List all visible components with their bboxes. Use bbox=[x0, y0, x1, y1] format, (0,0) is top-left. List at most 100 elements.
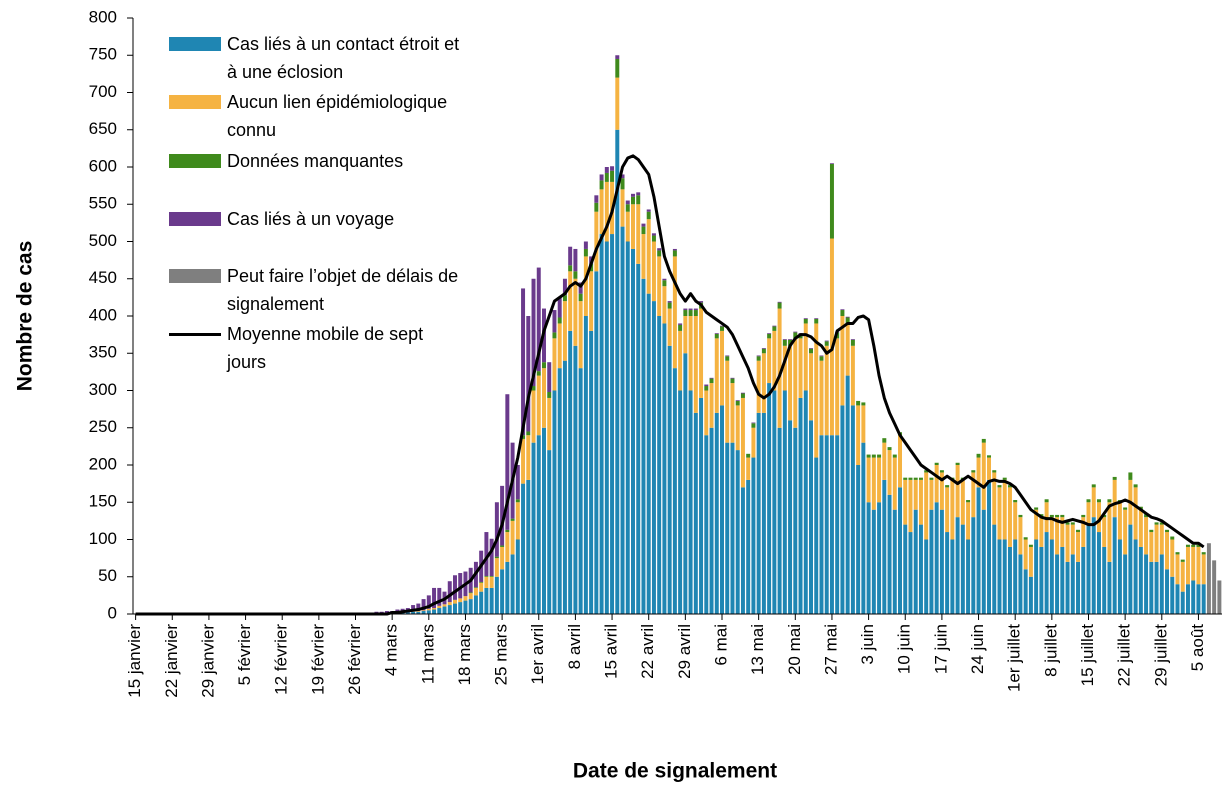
bar-segment bbox=[803, 318, 808, 324]
bar-segment bbox=[1070, 522, 1075, 525]
bar-segment bbox=[751, 422, 756, 424]
bar-segment bbox=[1102, 517, 1107, 547]
bar-segment bbox=[646, 219, 651, 294]
bar-segment bbox=[709, 378, 714, 384]
bar-segment bbox=[1076, 529, 1081, 533]
bar-segment bbox=[809, 420, 813, 614]
bar-segment bbox=[494, 502, 499, 557]
bar-segment bbox=[861, 402, 866, 406]
bar-segment bbox=[657, 250, 662, 257]
x-tick-label: 13 mai bbox=[748, 624, 767, 675]
bar-segment bbox=[615, 55, 620, 59]
bar-segment bbox=[547, 450, 552, 614]
bar-segment bbox=[850, 339, 855, 346]
bar-segment bbox=[950, 479, 955, 540]
y-tick-label: 100 bbox=[89, 529, 117, 548]
bar-segment bbox=[866, 502, 871, 614]
bar-segment bbox=[489, 587, 494, 614]
bar-segment bbox=[892, 454, 897, 458]
bar-segment bbox=[772, 325, 777, 327]
bar-segment bbox=[845, 317, 850, 324]
legend-swatch bbox=[169, 212, 221, 226]
bar-segment bbox=[631, 248, 635, 614]
bar-segment bbox=[1149, 529, 1154, 533]
bar-segment bbox=[840, 310, 845, 316]
bar-segment bbox=[583, 316, 588, 614]
bar-segment bbox=[651, 241, 656, 302]
bar-segment bbox=[688, 308, 693, 311]
bar-segment bbox=[882, 442, 887, 480]
bar-segment bbox=[489, 576, 494, 577]
bar-segment bbox=[505, 529, 510, 533]
bar-segment bbox=[536, 375, 541, 436]
bar-segment bbox=[709, 377, 714, 379]
bar-segment bbox=[688, 390, 693, 614]
bar-segment bbox=[1091, 517, 1096, 614]
bar-segment bbox=[829, 164, 834, 239]
bar-segment bbox=[458, 602, 463, 614]
bar-segment bbox=[1044, 532, 1049, 614]
bar-segment bbox=[468, 599, 473, 614]
bar-segment bbox=[552, 332, 557, 339]
x-tick-label: 29 janvier bbox=[198, 624, 217, 698]
bar-segment bbox=[861, 405, 866, 443]
bar-segment bbox=[599, 174, 604, 181]
bar-segment bbox=[615, 58, 620, 78]
bar-segment bbox=[767, 333, 772, 334]
bar-segment bbox=[542, 368, 546, 428]
bar-segment bbox=[819, 356, 824, 361]
bar-segment bbox=[515, 539, 520, 614]
bar-segment bbox=[866, 457, 871, 503]
bar-segment bbox=[641, 234, 646, 279]
bar-segment bbox=[662, 278, 667, 281]
bar-segment bbox=[1034, 539, 1039, 614]
bar-segment bbox=[767, 333, 772, 339]
bar-segment bbox=[620, 226, 625, 614]
bar-segment bbox=[1055, 554, 1060, 614]
bar-segment bbox=[458, 598, 463, 603]
bar-segment bbox=[824, 340, 829, 342]
bar-segment bbox=[1144, 517, 1149, 555]
bar-segment bbox=[1055, 514, 1060, 518]
bar-segment bbox=[657, 256, 662, 316]
bar-segment bbox=[500, 569, 505, 614]
bar-segment bbox=[1201, 584, 1206, 614]
bar-segment bbox=[1039, 546, 1044, 614]
bar-segment bbox=[887, 494, 892, 614]
bar-segment bbox=[840, 405, 845, 614]
bar-segment bbox=[583, 241, 588, 249]
bar-segment bbox=[898, 435, 903, 488]
bar-segment bbox=[966, 539, 971, 614]
bar-segment bbox=[793, 427, 798, 614]
bar-segment bbox=[557, 323, 562, 369]
bar-segment bbox=[1159, 522, 1164, 525]
bar-segment bbox=[997, 487, 1002, 540]
bar-segment bbox=[735, 450, 740, 614]
bar-segment bbox=[510, 518, 515, 521]
bar-segment bbox=[594, 271, 599, 614]
bar-segment bbox=[1007, 485, 1012, 488]
bar-segment bbox=[1055, 517, 1060, 555]
bar-segment bbox=[479, 581, 484, 583]
bar-segment bbox=[531, 386, 536, 391]
y-axis-title: Nombre de cas bbox=[14, 241, 37, 392]
bar-segment bbox=[688, 316, 693, 391]
bar-segment bbox=[1170, 576, 1175, 614]
bar-segment bbox=[693, 308, 698, 311]
bar-segment bbox=[856, 400, 861, 406]
x-tick-label: 19 février bbox=[308, 624, 327, 695]
bar-segment bbox=[746, 453, 751, 458]
bar-segment bbox=[709, 427, 714, 614]
bar-segment bbox=[725, 360, 730, 443]
bar-segment bbox=[924, 470, 929, 473]
bar-segment bbox=[1081, 546, 1086, 614]
bar-segment bbox=[447, 605, 452, 614]
legend-entry: Peut faire l’objet de délais de signalem… bbox=[169, 262, 467, 318]
bar-segment bbox=[720, 330, 724, 406]
bar-segment bbox=[720, 405, 724, 614]
bar-segment bbox=[1196, 546, 1201, 585]
bar-segment bbox=[882, 479, 887, 614]
x-tick-label: 8 avril bbox=[565, 624, 584, 669]
bar-segment bbox=[615, 77, 620, 130]
